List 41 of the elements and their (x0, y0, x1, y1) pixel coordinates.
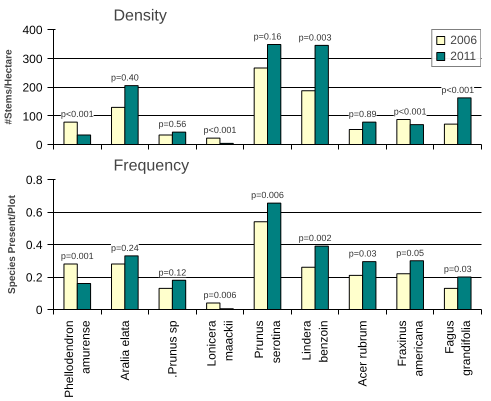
annotation: p=0.03 (444, 264, 472, 274)
y-tick-label: 0.6 (26, 206, 43, 220)
y-tick-label: 0 (36, 138, 43, 152)
y-tick-label: 100 (22, 109, 43, 124)
y-tick-label: 0.2 (26, 270, 43, 284)
y-tick-label: 0.8 (26, 173, 43, 187)
annotation: p=0.40 (110, 72, 139, 83)
annotation: p<0.001 (204, 125, 236, 136)
chart-title: Frequency (114, 158, 190, 174)
x-tick-label: Lindera benzoin (300, 320, 330, 363)
x-tick-label: Fraxinus americana (394, 320, 426, 377)
y-tick-label: 200 (22, 80, 43, 94)
annotation: p=0.003 (298, 32, 332, 42)
y-tick-label: 0.4 (26, 238, 43, 252)
chart-title: Density (114, 8, 167, 24)
annotation: p=0.006 (204, 290, 236, 300)
x-tick-label: Lonicera maackii (204, 320, 236, 367)
annotation: p=0.89 (348, 109, 377, 120)
annotation: p=0.16 (254, 31, 282, 42)
y-tick-label: 0 (36, 303, 43, 317)
annotation: p=0.05 (396, 248, 424, 258)
y-tick-label: 300 (22, 52, 43, 66)
annotation: p=0.12 (158, 267, 186, 278)
x-tick-label: Aralia elata (118, 320, 132, 381)
x-tick-label: Acer rubrum (356, 320, 370, 387)
x-tick-label: .Prunus sp (165, 320, 180, 378)
annotation: p=0.001 (60, 251, 94, 261)
annotation: p=0.002 (298, 233, 332, 244)
legend-label: 2011 (450, 49, 476, 63)
y-axis-title: Species Present/Plot (6, 194, 18, 294)
x-tick-label: Phellodendron amurense (62, 320, 93, 398)
annotation: p=0.24 (110, 242, 139, 253)
annotation: p<0.001 (60, 109, 94, 120)
annotation: p=0.006 (251, 190, 284, 200)
annotation: p<0.001 (441, 84, 474, 95)
legend-label: 2006 (450, 33, 477, 47)
annotation: p=0.56 (158, 119, 186, 130)
y-axis-title: #Stems/Hectare (3, 49, 14, 125)
y-tick-label: 400 (22, 23, 43, 37)
annotation: p=0.03 (348, 248, 377, 259)
annotation: p<0.001 (394, 106, 427, 116)
